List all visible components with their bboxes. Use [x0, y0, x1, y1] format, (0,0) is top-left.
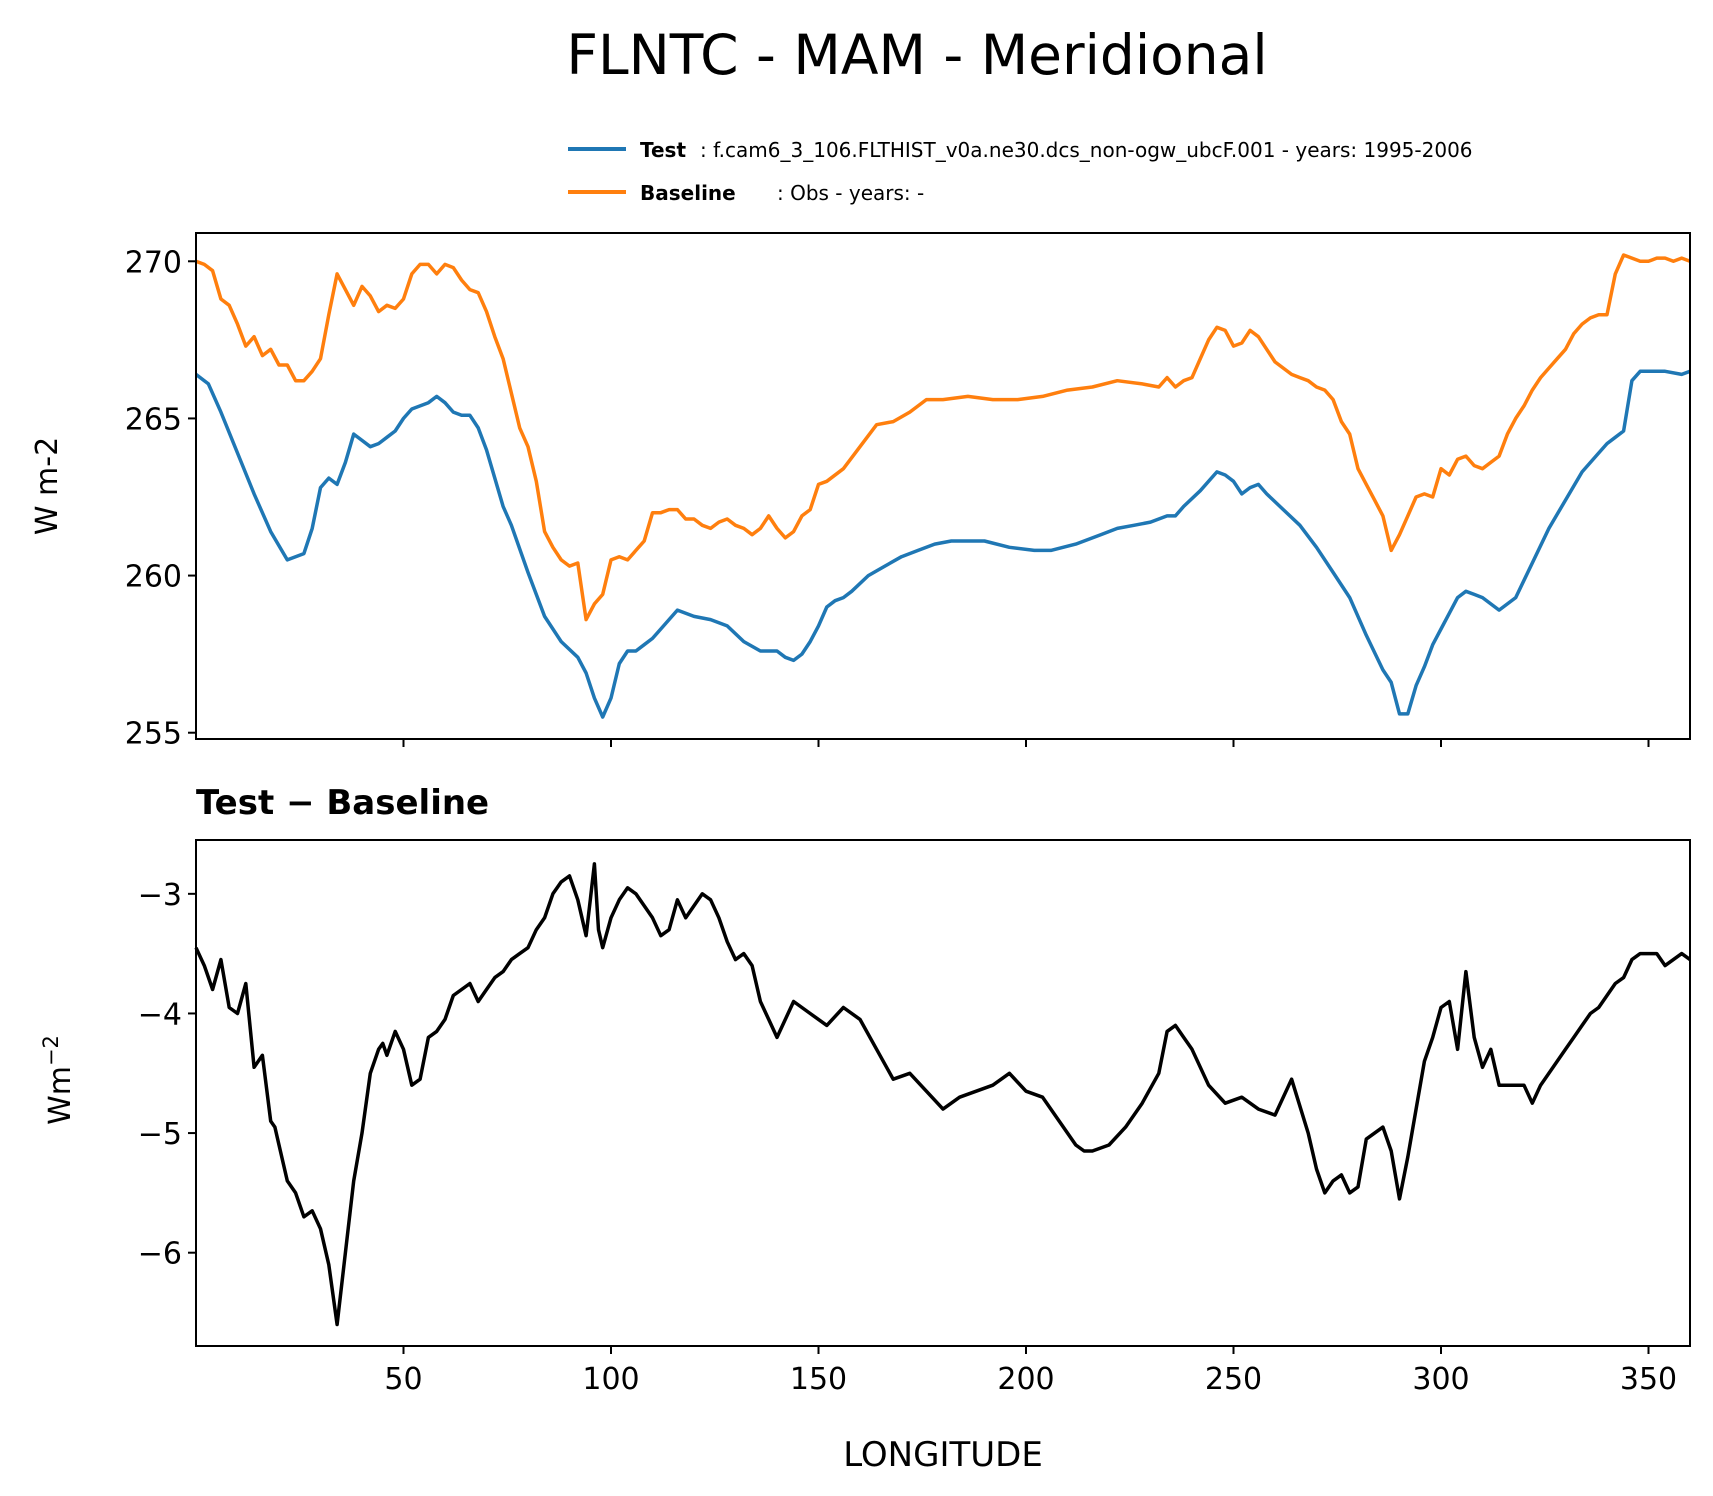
bottom-x-tick-label: 100 — [582, 1362, 639, 1397]
figure-title: FLNTC - MAM - Meridional — [566, 23, 1267, 87]
bottom-y-tick-label: −4 — [138, 997, 182, 1032]
bottom-y-tick-label: −3 — [138, 878, 182, 913]
bottom-x-tick-label: 50 — [384, 1362, 422, 1397]
baseline-series-line — [195, 253, 1691, 622]
top-y-axis-label: W m-2 — [30, 437, 65, 535]
legend-test-label: Test — [640, 138, 686, 162]
top-x-ticks — [402, 739, 1650, 747]
bottom-x-tick-label: 150 — [790, 1362, 847, 1397]
top-y-tick-label: 265 — [125, 402, 182, 437]
top-series-group — [194, 253, 1691, 719]
top-y-tick-label: 270 — [125, 245, 182, 280]
bottom-y-tick-label: −5 — [138, 1117, 182, 1152]
legend-baseline-text: : Obs - years: - — [777, 181, 924, 205]
bottom-y-axis-label-exponent: −2 — [39, 1035, 63, 1066]
bottom-x-tick-label: 200 — [997, 1362, 1054, 1397]
top-plot-frame — [195, 232, 1691, 740]
top-panel: 255 260 265 270 W m-2 — [30, 232, 1691, 752]
legend: Test : f.cam6_3_106.FLTHIST_v0a.ne30.dcs… — [568, 138, 1473, 205]
bottom-y-tick-label: −6 — [138, 1237, 182, 1272]
bottom-y-ticks: −3 −4 −5 −6 — [138, 878, 196, 1272]
bottom-x-tick-label: 350 — [1620, 1362, 1677, 1397]
difference-series-line — [194, 862, 1692, 1327]
bottom-y-axis-label-base: Wm — [43, 1066, 78, 1125]
legend-test-text: : f.cam6_3_106.FLTHIST_v0a.ne30.dcs_non-… — [700, 138, 1473, 162]
top-y-ticks: 255 260 265 270 — [125, 245, 196, 752]
bottom-x-ticks: 50 100 150 200 250 300 350 — [384, 1346, 1677, 1397]
bottom-x-tick-label: 250 — [1205, 1362, 1262, 1397]
legend-baseline-label: Baseline — [640, 181, 736, 205]
bottom-x-tick-label: 300 — [1412, 1362, 1469, 1397]
bottom-y-axis-label: Wm−2 — [39, 1035, 78, 1125]
bottom-panel-title: Test − Baseline — [196, 783, 489, 823]
test-series-line — [194, 369, 1691, 719]
top-y-tick-label: 260 — [125, 560, 182, 595]
bottom-plot-frame — [195, 839, 1691, 1347]
x-axis-label: LONGITUDE — [843, 1435, 1043, 1475]
bottom-series-group — [194, 862, 1692, 1327]
bottom-panel: Test − Baseline −3 −4 −5 −6 50 100 150 200 250 3… — [39, 783, 1692, 1475]
top-y-tick-label: 255 — [125, 717, 182, 752]
